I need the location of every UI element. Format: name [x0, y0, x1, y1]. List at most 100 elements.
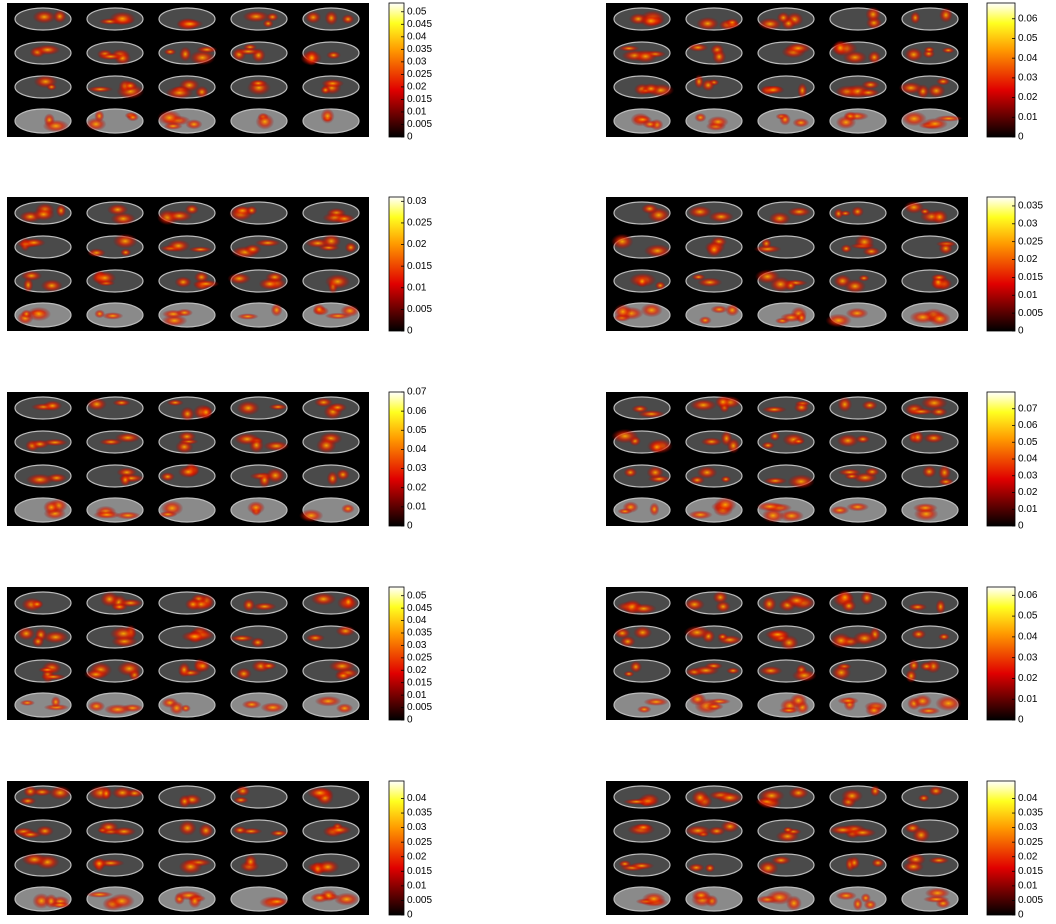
activation	[779, 509, 804, 522]
colorbar-tick-label: 0.03	[1018, 218, 1038, 229]
activation	[266, 12, 279, 22]
activation	[778, 707, 800, 714]
activation	[753, 245, 782, 254]
activation	[93, 510, 121, 519]
activation	[94, 109, 105, 123]
activation	[108, 893, 135, 909]
activation	[25, 473, 54, 486]
activation	[938, 242, 954, 255]
activation	[184, 598, 202, 611]
activation	[761, 238, 772, 249]
activation	[185, 119, 203, 130]
activation	[642, 119, 658, 129]
colorbar-tick-label: 0.04	[1018, 454, 1038, 465]
activation	[43, 500, 60, 515]
activation	[927, 83, 946, 98]
colorbar-tick-label: 0.03	[1018, 470, 1038, 481]
activation	[637, 705, 652, 714]
activation	[326, 51, 342, 60]
activation	[344, 242, 357, 253]
activation	[908, 603, 928, 611]
activation	[779, 634, 799, 651]
activation	[342, 594, 355, 609]
activation	[87, 700, 106, 712]
colorbar	[388, 780, 405, 916]
activation	[908, 659, 920, 672]
activation	[324, 10, 339, 26]
brain-slice	[901, 785, 959, 809]
activation	[52, 9, 67, 24]
activation	[336, 703, 354, 714]
activation	[901, 111, 927, 127]
activation	[716, 791, 743, 804]
activation	[867, 50, 882, 64]
activation	[109, 11, 136, 26]
activation	[22, 238, 46, 248]
activation	[316, 437, 337, 454]
activation	[689, 475, 705, 485]
activation	[199, 405, 213, 419]
colorbar-tick-label: 0	[407, 521, 413, 532]
activation	[629, 660, 643, 673]
activation	[643, 244, 671, 258]
activation	[631, 404, 649, 413]
activation	[233, 796, 249, 804]
activation	[184, 204, 200, 215]
activation	[42, 400, 63, 412]
activation	[104, 704, 132, 715]
activation	[246, 205, 258, 216]
activation	[707, 116, 729, 128]
colorbar-tick-label: 0.03	[407, 822, 427, 833]
activation	[784, 593, 809, 608]
colorbar-tick-label: 0.06	[1018, 13, 1038, 24]
activation	[630, 603, 657, 614]
activation	[831, 664, 852, 681]
activation	[924, 887, 951, 899]
activation	[115, 511, 141, 520]
activation	[904, 47, 923, 62]
colorbar-tick-label: 0.02	[407, 851, 427, 862]
colorbar-tick-label: 0.05	[1018, 33, 1038, 44]
colorbar-tick-label: 0.035	[1018, 201, 1043, 212]
colorbar-tick-label: 0.05	[407, 425, 427, 436]
activation	[797, 82, 808, 99]
activation	[844, 279, 866, 294]
activation	[112, 399, 131, 407]
colorbar-tick-label: 0.01	[407, 107, 427, 118]
activation	[258, 472, 271, 488]
activation	[23, 277, 34, 293]
activation	[269, 829, 288, 837]
colorbar-tick-label: 0.06	[1018, 590, 1038, 601]
activation	[314, 397, 334, 408]
activation	[229, 634, 255, 642]
activation	[910, 11, 921, 25]
activation	[258, 277, 282, 291]
activation	[310, 592, 337, 606]
colorbar-tick-label: 0.05	[1018, 437, 1038, 448]
activation	[93, 271, 117, 285]
activation	[705, 702, 724, 711]
activation	[787, 207, 812, 217]
colorbar	[986, 586, 1016, 721]
activation	[707, 826, 726, 836]
activation	[780, 312, 803, 323]
activation	[905, 669, 918, 683]
colorbar-tick-label: 0.07	[407, 387, 427, 398]
activation	[307, 786, 333, 799]
colorbar	[388, 586, 405, 721]
activation	[717, 632, 729, 641]
colorbar-tick-label: 0	[1018, 132, 1024, 143]
colorbar-tick-label: 0	[407, 910, 413, 919]
activation	[684, 825, 712, 837]
activation	[919, 661, 934, 672]
activation	[629, 862, 655, 870]
colorbar-tick-label: 0.005	[407, 304, 432, 315]
activation	[23, 785, 38, 798]
activation	[704, 863, 716, 873]
activation	[938, 633, 950, 641]
activation	[865, 704, 883, 717]
colorbar-tick-label: 0.07	[1018, 403, 1038, 414]
activation	[236, 313, 259, 320]
activation	[917, 707, 941, 715]
